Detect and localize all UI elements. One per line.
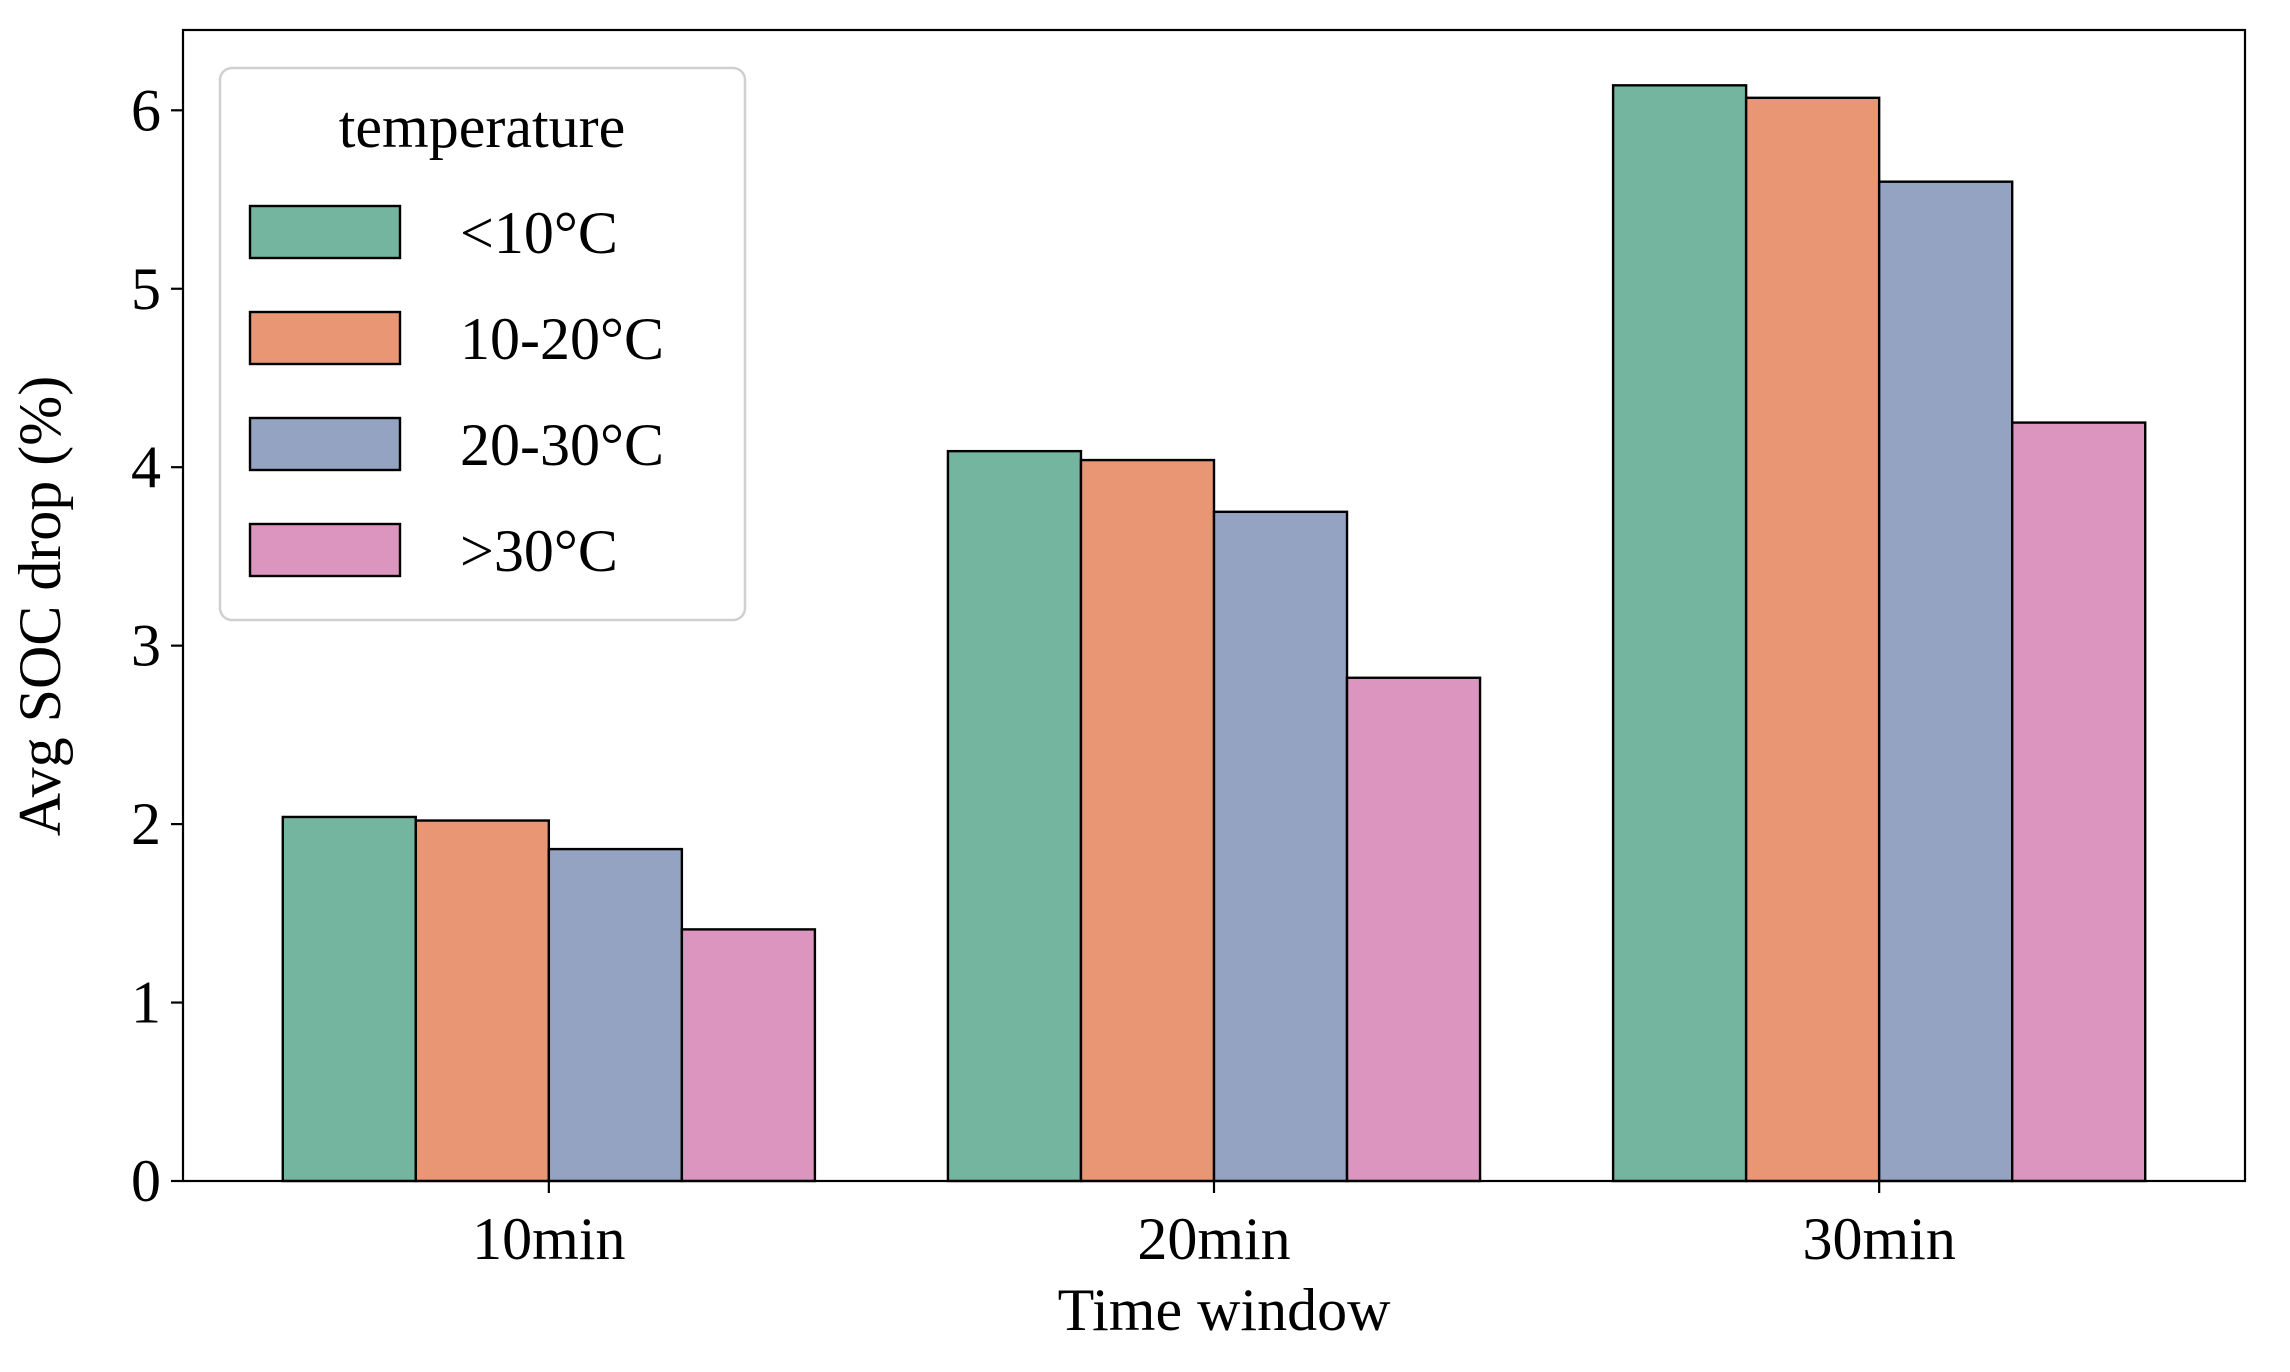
legend-swatch	[248, 204, 402, 260]
bar-10min-10-c	[281, 815, 418, 1183]
x-axis: 10min 20min 30min	[472, 1181, 1956, 1272]
bars-layer	[281, 84, 2147, 1183]
bar-30min-10-c	[1611, 84, 1748, 1183]
bar-20min-10-20-c	[1079, 458, 1216, 1183]
x-tick-label: 10min	[472, 1206, 625, 1272]
bar-10min-20-30-c	[547, 847, 684, 1183]
legend-label: >30°C	[460, 518, 618, 584]
bar-10min-10-20-c	[414, 819, 551, 1183]
legend-swatch	[248, 310, 402, 366]
y-tick-label: 2	[131, 791, 161, 857]
x-axis-label: Time window	[1058, 1277, 1392, 1343]
legend-label: 20-30°C	[460, 412, 664, 478]
bar-10min-30-c	[680, 928, 817, 1183]
y-tick-label: 5	[131, 256, 161, 322]
y-axis: 0 1 2 3 4 5 6	[131, 77, 183, 1214]
bar-20min-20-30-c	[1212, 510, 1349, 1183]
y-axis-label: Avg SOC drop (%)	[7, 376, 73, 837]
bar-30min-30-c	[2010, 421, 2147, 1183]
x-tick-label: 20min	[1137, 1206, 1290, 1272]
legend-swatch	[248, 522, 402, 578]
bar-30min-20-30-c	[1877, 180, 2014, 1183]
legend: temperature <10°C 10-20°C 20-30°C >30°C	[218, 66, 747, 622]
x-tick-label: 30min	[1802, 1206, 1955, 1272]
bar-30min-10-20-c	[1744, 96, 1881, 1183]
legend-label: <10°C	[460, 200, 618, 266]
y-tick-label: 3	[131, 613, 161, 679]
bar-20min-30-c	[1345, 676, 1482, 1183]
y-tick-label: 6	[131, 77, 161, 143]
y-tick-label: 1	[131, 970, 161, 1036]
y-tick-label: 4	[131, 434, 161, 500]
legend-swatch	[248, 416, 402, 472]
legend-label: 10-20°C	[460, 306, 664, 372]
legend-title: temperature	[339, 94, 626, 160]
y-tick-label: 0	[131, 1148, 161, 1214]
bar-20min-10-c	[946, 449, 1083, 1183]
